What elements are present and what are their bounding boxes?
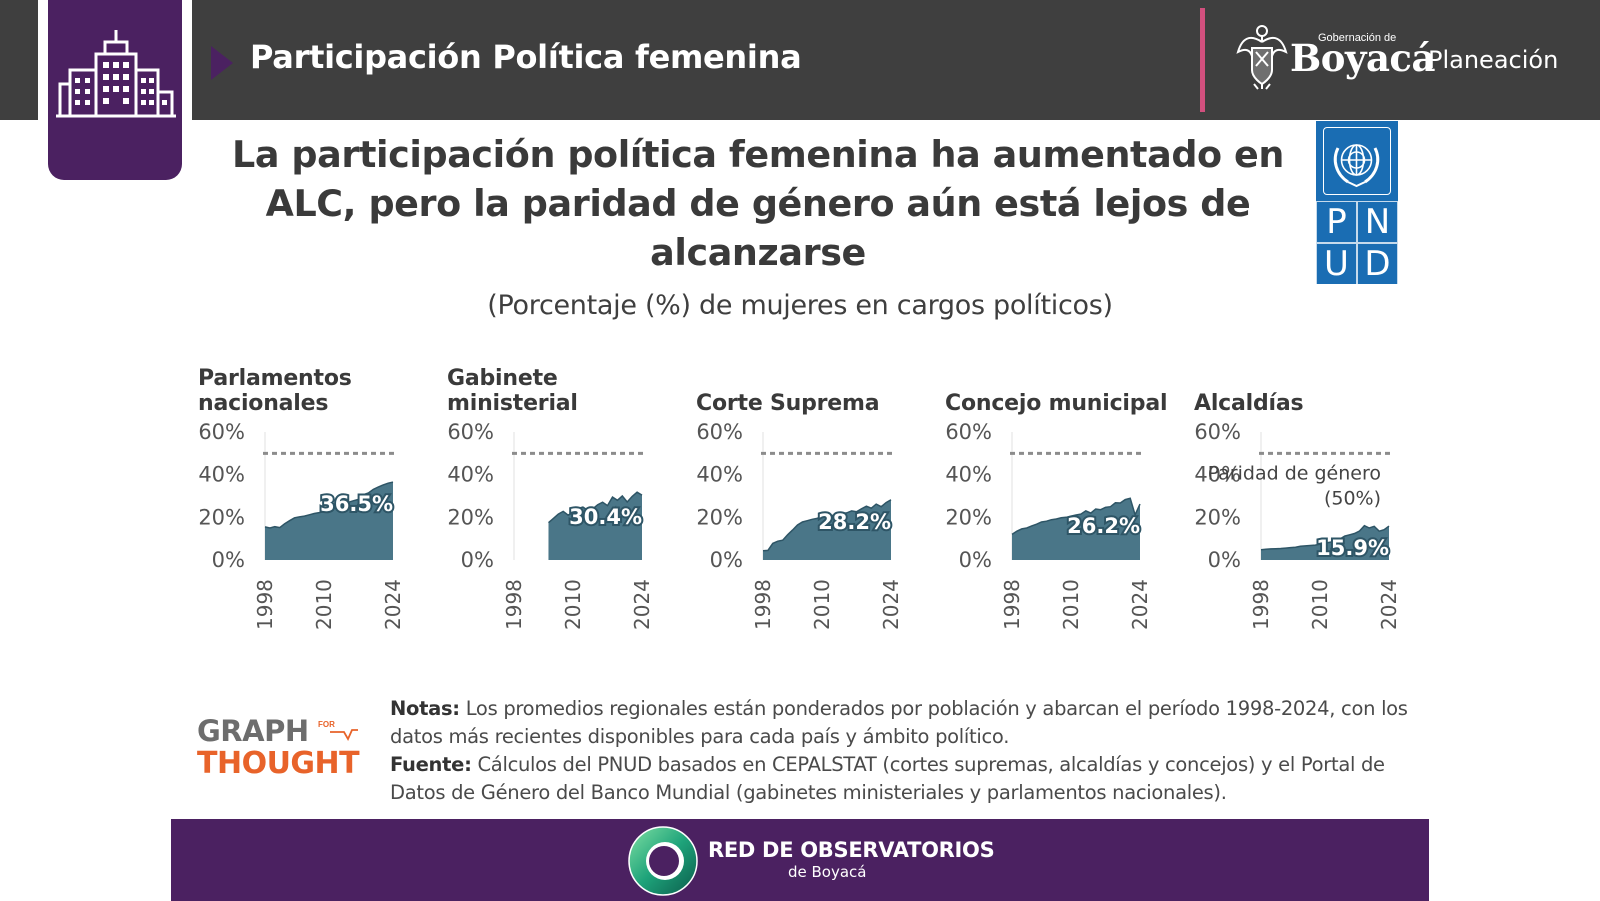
notes-block: Notas: Los promedios regionales están po…	[390, 695, 1410, 807]
title-arrow-icon	[211, 46, 233, 80]
data-label: 36.5%	[320, 492, 393, 516]
y-tick-label: 60%	[945, 420, 992, 444]
area-chart-svg: 60% 40% 20% 0% 1998 2010 2024 26.2%	[945, 420, 1152, 630]
undp-letter: N	[1357, 201, 1398, 243]
chart-panel-alcaldias: Alcaldías 60% 40% 20% 0% 1998 2010 2024 15.9% Pa…	[1194, 362, 1444, 652]
graph4thought-logo-for: FOR	[318, 720, 335, 729]
circular-ring-logo-icon	[628, 826, 698, 896]
area-series	[548, 492, 642, 560]
y-tick-label: 0%	[212, 548, 245, 572]
government-unit: Planeación	[1428, 46, 1559, 74]
x-tick-label: 1998	[502, 579, 526, 630]
header-bar	[192, 0, 1600, 120]
x-tick-label: 2010	[1308, 579, 1332, 630]
area-series	[1012, 498, 1140, 560]
data-label: 30.4%	[569, 505, 642, 529]
y-tick-label: 0%	[959, 548, 992, 572]
y-tick-label: 20%	[945, 505, 992, 529]
area-chart-svg: 60% 40% 20% 0% 1998 2010 2024 30.4%	[447, 420, 654, 630]
area-series-line	[264, 481, 394, 529]
footer-bar	[171, 819, 1429, 901]
area-series-line	[1260, 524, 1390, 551]
parity-annotation: Paridad de género	[1208, 462, 1381, 484]
y-tick-label: 0%	[710, 548, 743, 572]
header-left-bar	[0, 0, 38, 120]
x-tick-label: 2010	[561, 579, 585, 630]
y-tick-label: 20%	[198, 505, 245, 529]
chart-headline: La participación política femenina ha au…	[232, 133, 1284, 274]
area-series	[1261, 525, 1389, 560]
y-tick-label: 60%	[1194, 420, 1241, 444]
chart-panel-concejo: Concejo municipal 60% 40% 20% 0% 1998 2010 202…	[945, 362, 1195, 652]
undp-letter: P	[1316, 201, 1357, 243]
area-series-line	[762, 499, 892, 552]
area-chart-svg: 60% 40% 20% 0% 1998 2010 2024 15.9% Paridad de g…	[1194, 420, 1401, 630]
x-tick-label: 2024	[381, 579, 405, 630]
footer-title: RED DE OBSERVATORIOS	[708, 838, 995, 862]
x-tick-label: 2024	[879, 579, 903, 630]
y-tick-label: 60%	[198, 420, 245, 444]
y-tick-label: 20%	[1194, 505, 1241, 529]
y-tick-label: 60%	[447, 420, 494, 444]
y-tick-label: 40%	[945, 463, 992, 487]
y-tick-label: 40%	[696, 463, 743, 487]
y-tick-label: 20%	[447, 505, 494, 529]
y-tick-label: 40%	[1194, 463, 1241, 487]
x-tick-label: 2010	[312, 579, 336, 630]
x-tick-label: 1998	[253, 579, 277, 630]
government-prefix: Gobernación de	[1318, 32, 1397, 44]
graph4thought-logo-line2: THOUGHT	[197, 746, 360, 781]
undp-letter: D	[1357, 243, 1398, 285]
y-tick-label: 0%	[461, 548, 494, 572]
parity-annotation: (50%)	[1324, 487, 1381, 509]
graph4thought-line-icon	[330, 729, 358, 741]
y-tick-label: 40%	[447, 463, 494, 487]
x-tick-label: 1998	[751, 579, 775, 630]
government-name: Boyacá	[1290, 36, 1435, 80]
panel-title: Parlamentos nacionales	[198, 366, 352, 416]
un-emblem-icon	[1323, 127, 1391, 195]
x-tick-label: 2024	[630, 579, 654, 630]
source-label: Fuente:	[390, 753, 472, 776]
undp-letter: U	[1316, 243, 1357, 285]
area-series	[265, 482, 393, 560]
chart-panel-gabinete: Gabinete ministerial 60% 40% 20% 0% 1998 2010…	[447, 362, 697, 652]
y-tick-label: 60%	[696, 420, 743, 444]
data-label: 15.9%	[1316, 536, 1389, 560]
panel-title: Concejo municipal	[945, 391, 1168, 416]
panel-title: Alcaldías	[1194, 391, 1304, 416]
x-tick-label: 2024	[1377, 579, 1401, 630]
graph4thought-logo-line1: GRAPH	[197, 714, 309, 748]
y-tick-label: 0%	[1208, 548, 1241, 572]
undp-logo: P N U D	[1316, 121, 1398, 285]
chart-subtitle: (Porcentaje (%) de mujeres en cargos pol…	[487, 290, 1113, 321]
area-chart-svg: 60% 40% 20% 0% 1998 2010 2024 36.5%	[198, 420, 405, 630]
x-tick-label: 2024	[1128, 579, 1152, 630]
footer-subtitle: de Boyacá	[788, 863, 867, 881]
area-series	[763, 499, 891, 560]
section-icon-tile	[48, 0, 182, 180]
panel-title: Corte Suprema	[696, 391, 880, 416]
chart-panel-corte: Corte Suprema 60% 40% 20% 0% 1998 2010 2024 28.…	[696, 362, 946, 652]
x-tick-label: 2010	[810, 579, 834, 630]
y-tick-label: 20%	[696, 505, 743, 529]
city-buildings-icon	[56, 30, 176, 118]
area-series-line	[1011, 497, 1141, 536]
page-title: Participación Política femenina	[250, 38, 802, 76]
area-series-line	[548, 491, 643, 524]
coat-of-arms-icon	[1236, 25, 1288, 90]
notes-text: Los promedios regionales están ponderado…	[390, 697, 1408, 748]
panel-title: Gabinete ministerial	[447, 366, 578, 416]
header-divider	[1200, 8, 1205, 112]
source-text: Cálculos del PNUD basados en CEPALSTAT (…	[390, 753, 1385, 804]
notes-label: Notas:	[390, 697, 460, 720]
y-tick-label: 40%	[198, 463, 245, 487]
area-chart-svg: 60% 40% 20% 0% 1998 2010 2024 28.2%	[696, 420, 903, 630]
x-tick-label: 2010	[1059, 579, 1083, 630]
chart-panel-parlamentos: Parlamentos nacionales 60% 40% 20% 0% 1998 20…	[198, 362, 448, 652]
x-tick-label: 1998	[1249, 579, 1273, 630]
data-label: 26.2%	[1067, 514, 1140, 538]
data-label: 28.2%	[818, 510, 891, 534]
x-tick-label: 1998	[1000, 579, 1024, 630]
